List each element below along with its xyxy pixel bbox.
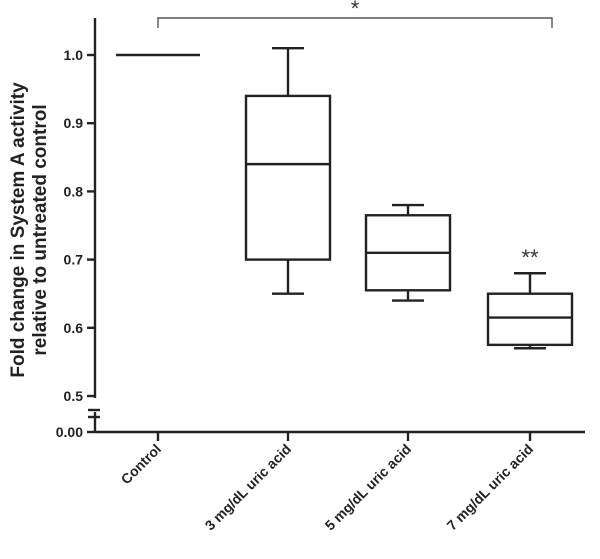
significance-point-label: ** (521, 245, 539, 270)
y-axis-title-line1: Fold change in System A activity (8, 82, 29, 378)
x-tick-label: Control (118, 441, 165, 488)
y-axis-title-line2: relative to untreated control (30, 104, 51, 355)
y-tick-label: 0.8 (64, 183, 84, 199)
y-tick-label: 0.9 (64, 115, 84, 131)
y-tick-label: 0.5 (64, 388, 84, 404)
box-4 (486, 272, 574, 350)
box-2 (244, 46, 332, 295)
y-axis-title: Fold change in System A activity relativ… (8, 82, 51, 378)
y-tick-label: 1.0 (64, 47, 84, 63)
y-axis-ticks: 0.00 0.5 0.6 0.7 0.8 0.9 1.0 (56, 47, 95, 440)
x-tick-label: 5 mg/dL uric acid (322, 441, 415, 534)
box-rect (486, 292, 574, 347)
axes (88, 18, 585, 434)
boxes (116, 46, 574, 350)
significance-annotations: *** (157, 0, 553, 270)
box-3 (364, 203, 452, 302)
y-tick-label: 0.00 (56, 424, 83, 440)
box-rect (244, 94, 332, 261)
x-axis-labels: Control 3 mg/dL uric acid 5 mg/dL uric aci… (118, 432, 537, 534)
y-tick-label: 0.7 (64, 252, 84, 268)
significance-bracket-label: * (351, 0, 360, 21)
y-tick-label: 0.6 (64, 320, 84, 336)
significance-bracket (157, 17, 553, 28)
x-tick-label: 7 mg/dL uric acid (444, 441, 537, 534)
x-tick-label: 3 mg/dL uric acid (202, 441, 295, 534)
